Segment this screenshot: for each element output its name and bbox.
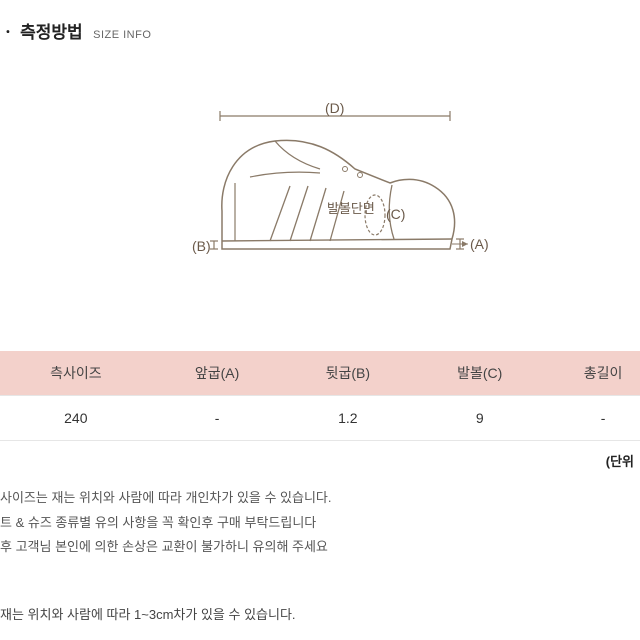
footnote: 재는 위치와 사람에 따라 1~3cm차가 있을 수 있습니다. bbox=[0, 604, 640, 623]
size-table-wrap: 측사이즈 앞굽(A) 뒷굽(B) 발볼(C) 총길이 240 - 1.2 9 - bbox=[0, 351, 640, 441]
title-prefix: ㆍ bbox=[0, 23, 16, 42]
title-main: 측정방법 bbox=[20, 23, 83, 42]
cell-width: 9 bbox=[413, 396, 546, 441]
cell-back-heel: 1.2 bbox=[282, 396, 413, 441]
marker-a: (A) bbox=[470, 236, 489, 252]
marker-d: (D) bbox=[325, 100, 344, 116]
note-line: 트 & 슈즈 종류별 유의 사항을 꼭 확인후 구매 부탁드립니다 bbox=[0, 511, 640, 536]
note-line: 사이즈는 재는 위치와 사람에 따라 개인차가 있을 수 있습니다. bbox=[0, 486, 640, 511]
marker-b: (B) bbox=[192, 238, 211, 254]
shoe-diagram: (D) (B) (A) 발볼단면 bbox=[0, 71, 640, 311]
shoe-svg: (D) (B) (A) 발볼단면 bbox=[150, 91, 490, 291]
table-header-row: 측사이즈 앞굽(A) 뒷굽(B) 발볼(C) 총길이 bbox=[0, 351, 640, 396]
size-table: 측사이즈 앞굽(A) 뒷굽(B) 발볼(C) 총길이 240 - 1.2 9 - bbox=[0, 351, 640, 441]
unit-label: (단위 bbox=[0, 441, 640, 470]
col-size: 측사이즈 bbox=[0, 351, 152, 396]
title-sub: SIZE INFO bbox=[93, 29, 151, 41]
col-front-heel: 앞굽(A) bbox=[152, 351, 283, 396]
col-back-heel: 뒷굽(B) bbox=[282, 351, 413, 396]
marker-c: (C) bbox=[386, 206, 405, 222]
col-width: 발볼(C) bbox=[413, 351, 546, 396]
note-line: 후 고객님 본인에 의한 손상은 교환이 불가하니 유의해 주세요 bbox=[0, 535, 640, 560]
cell-front-heel: - bbox=[152, 396, 283, 441]
cell-total-length: - bbox=[546, 396, 640, 441]
label-inside: 발볼단면 bbox=[327, 201, 375, 216]
col-total-length: 총길이 bbox=[546, 351, 640, 396]
cell-size: 240 bbox=[0, 396, 152, 441]
notes: 사이즈는 재는 위치와 사람에 따라 개인차가 있을 수 있습니다. 트 & 슈… bbox=[0, 486, 640, 560]
header: ㆍ 측정방법 SIZE INFO bbox=[0, 0, 640, 51]
table-row: 240 - 1.2 9 - bbox=[0, 396, 640, 441]
